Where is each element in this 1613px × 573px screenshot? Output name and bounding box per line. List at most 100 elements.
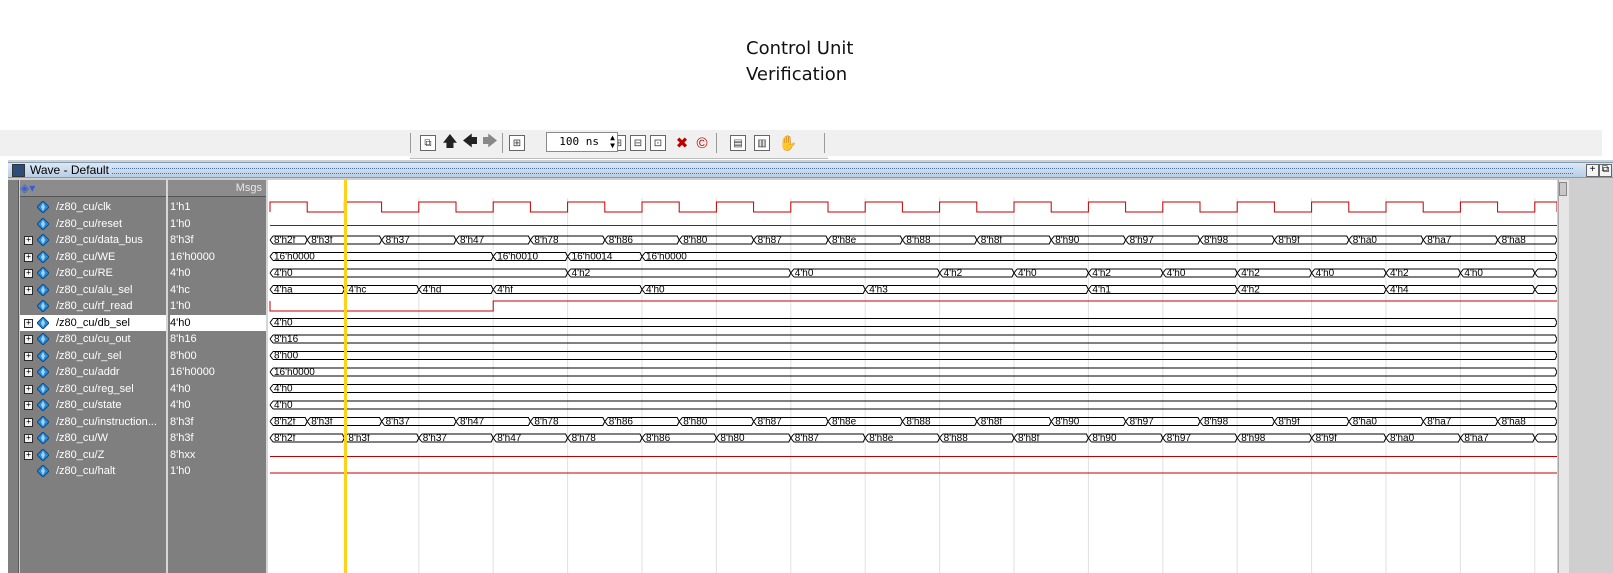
bus-value-label: 8'h86 bbox=[609, 235, 634, 246]
signal-value: 8'h3f bbox=[170, 432, 194, 444]
scrollbar-thumb[interactable] bbox=[1559, 182, 1567, 196]
expand-icon[interactable]: + bbox=[24, 417, 33, 427]
signal-row[interactable]: /z80_cu/reset bbox=[20, 216, 166, 232]
bus-segment bbox=[1162, 268, 1238, 278]
expand-icon[interactable]: + bbox=[24, 318, 33, 328]
wave-viewport[interactable]: 8'h2f 8'h3f 8'h37 8'h47 8'h78 8'h86 8'h80 8'h87… bbox=[268, 180, 1557, 573]
signal-value: 16'h0000 bbox=[170, 366, 215, 378]
zoom-full-icon[interactable]: ⊡ bbox=[650, 135, 666, 151]
signal-name: /z80_cu/RE bbox=[56, 267, 113, 279]
bus-value-label: 4'h4 bbox=[1390, 285, 1409, 296]
signal-row[interactable]: + /z80_cu/data_bus bbox=[20, 232, 166, 248]
expand-icon[interactable]: + bbox=[24, 285, 33, 295]
signal-row[interactable]: + /z80_cu/WE bbox=[20, 249, 166, 265]
bus-value-label: 4'h3 bbox=[869, 285, 888, 296]
bus-segment bbox=[1199, 417, 1275, 426]
bus-segment bbox=[567, 433, 643, 443]
expand-icon[interactable]: + bbox=[24, 335, 33, 344]
bus-segment bbox=[1050, 417, 1127, 426]
rf-read-wave bbox=[269, 300, 1557, 312]
signal-row[interactable]: /z80_cu/rf_read bbox=[20, 298, 166, 314]
bus-value-label: 8'h86 bbox=[646, 433, 671, 444]
signal-row[interactable]: + /z80_cu/state bbox=[20, 397, 166, 413]
hand-icon[interactable]: ✋ bbox=[778, 135, 798, 152]
bus-segment bbox=[1274, 235, 1350, 245]
msgs-header-label: Msgs bbox=[235, 182, 262, 194]
undock-icon[interactable]: ⧉ bbox=[1599, 164, 1612, 177]
signal-name: /z80_cu/clk bbox=[56, 201, 112, 213]
expand-icon[interactable]: + bbox=[24, 401, 33, 410]
signal-row[interactable]: + /z80_cu/instruction... bbox=[20, 414, 166, 430]
bus-segment bbox=[567, 268, 792, 278]
find-icon[interactable]: ⊞ bbox=[509, 135, 525, 151]
expand-icon[interactable]: + bbox=[24, 236, 33, 245]
expand-icon[interactable]: + bbox=[24, 269, 33, 278]
bus-value-label: 16'h0010 bbox=[497, 252, 538, 263]
bus-segment bbox=[1013, 433, 1089, 443]
signal-value: 16'h0000 bbox=[170, 250, 215, 263]
zoom-spinner-icon[interactable]: ▲ ▼ bbox=[610, 133, 615, 150]
signal-value: 8'h16 bbox=[170, 333, 197, 345]
zoom-input[interactable]: 100 ns ▲ ▼ bbox=[546, 132, 618, 152]
bus-value-label: 8'h9f bbox=[1316, 433, 1338, 444]
wave-display[interactable]: 8'h2f 8'h3f 8'h37 8'h47 8'h78 8'h86 8'h80 8'h87… bbox=[268, 180, 1557, 573]
signal-name: /z80_cu/cu_out bbox=[56, 333, 131, 345]
bus-value-label: 8'h80 bbox=[683, 235, 708, 246]
pane-splitter[interactable] bbox=[266, 180, 268, 573]
pane-splitter[interactable] bbox=[166, 180, 168, 573]
bus-value-label: 8'h90 bbox=[1055, 417, 1080, 428]
up-arrow-icon[interactable]: 🡅 bbox=[442, 132, 458, 150]
expand-icon[interactable]: + bbox=[24, 450, 33, 460]
bus-value-label: 8'ha0 bbox=[1353, 235, 1378, 246]
signal-row[interactable]: + /z80_cu/addr bbox=[20, 364, 166, 380]
expand-icon[interactable]: + bbox=[24, 368, 33, 377]
bus-segment bbox=[1422, 417, 1499, 426]
time-cursor[interactable] bbox=[344, 180, 347, 573]
signal-row[interactable]: + /z80_cu/W bbox=[20, 430, 166, 446]
bus-value-label: 8'h8f bbox=[981, 417, 1003, 428]
bus-segment bbox=[1497, 417, 1557, 426]
signal-row[interactable]: + /z80_cu/r_sel bbox=[20, 348, 166, 364]
bus-segment bbox=[269, 384, 1557, 393]
signal-palette-icon[interactable]: ◈▾ bbox=[20, 181, 36, 195]
zoom-out-icon[interactable]: ⊟ bbox=[630, 135, 646, 151]
signal-name: /z80_cu/data_bus bbox=[56, 234, 143, 246]
signal-row[interactable]: + /z80_cu/reg_sel bbox=[20, 381, 166, 397]
bus-value-label: 8'h88 bbox=[944, 433, 969, 444]
back-arrow-icon[interactable]: 🡄 bbox=[462, 132, 478, 150]
bus-value-label: 4'h2 bbox=[1390, 268, 1409, 279]
bus-segment bbox=[827, 417, 903, 426]
wave-icon-1[interactable]: ▤ bbox=[730, 135, 746, 151]
maximize-icon[interactable]: + bbox=[1586, 164, 1599, 177]
delete-icon[interactable]: ✖ bbox=[675, 135, 689, 152]
signal-row[interactable]: + /z80_cu/alu_sel bbox=[20, 282, 166, 298]
titlebar-grip[interactable] bbox=[112, 168, 1573, 174]
signal-diamond-icon bbox=[37, 333, 49, 345]
vertical-scrollbar[interactable] bbox=[1558, 180, 1569, 573]
signal-row[interactable]: + /z80_cu/RE bbox=[20, 265, 166, 281]
expand-icon[interactable]: + bbox=[24, 384, 33, 394]
forward-arrow-icon[interactable]: 🡆 bbox=[482, 132, 498, 150]
stop-icon[interactable]: © bbox=[696, 134, 708, 152]
signal-diamond-icon bbox=[37, 382, 49, 395]
expand-icon[interactable]: + bbox=[24, 351, 33, 361]
bus-value-label: 8'h98 bbox=[1241, 433, 1266, 444]
bus-value-label: 8'h80 bbox=[683, 417, 708, 428]
bus-segment bbox=[1274, 417, 1350, 426]
bus-value-label: 8'h37 bbox=[386, 417, 411, 428]
bus-value-label: 8'ha7 bbox=[1427, 417, 1452, 428]
bus-segment bbox=[344, 433, 420, 443]
bus-segment bbox=[492, 252, 569, 261]
signal-row[interactable]: /z80_cu/clk bbox=[20, 199, 166, 215]
expand-icon[interactable]: + bbox=[24, 252, 33, 262]
wave-icon-2[interactable]: ▥ bbox=[754, 135, 770, 151]
bus-segment bbox=[306, 417, 383, 426]
restart-icon[interactable]: ⧉ bbox=[420, 135, 436, 151]
signal-row[interactable]: + /z80_cu/db_sel bbox=[20, 314, 166, 331]
signal-row[interactable]: + /z80_cu/Z bbox=[20, 447, 166, 463]
signal-row[interactable]: /z80_cu/halt bbox=[20, 463, 166, 479]
bus-value-label: 8'h88 bbox=[906, 235, 931, 246]
signal-row[interactable]: + /z80_cu/cu_out bbox=[20, 331, 166, 347]
clk-wave bbox=[269, 201, 1557, 213]
expand-icon[interactable]: + bbox=[24, 434, 33, 443]
